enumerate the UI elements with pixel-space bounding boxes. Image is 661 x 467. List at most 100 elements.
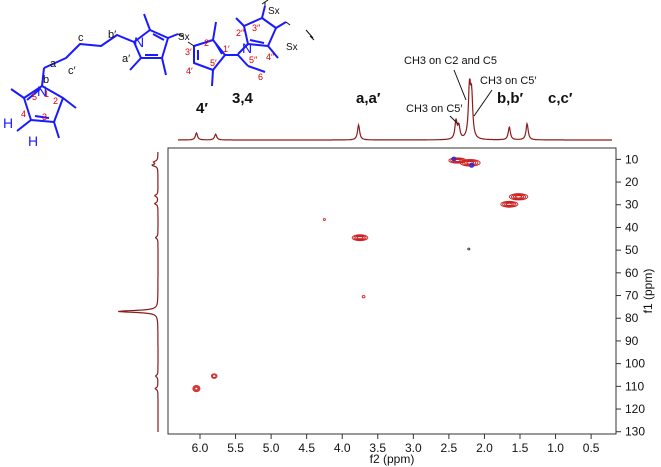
assignment-ch3-c5-prime-right: CH3 on C5′ — [480, 75, 536, 87]
cross-peak-contour — [210, 373, 218, 379]
cross-peak-contour — [469, 163, 474, 168]
ring-number-5: 5 — [32, 92, 37, 102]
x-tick-label: 5.0 — [263, 441, 280, 455]
structure-atom-h3: H — [28, 133, 38, 149]
cross-peak-contour — [355, 235, 365, 240]
y-tick-label: 110 — [625, 379, 644, 393]
chemical-structure: N N N H H Sx Sx Sx a b c c′ b′ a′ 1 2 3 … — [3, 0, 315, 149]
y-axis: 10 20 30 40 50 60 70 80 90 100 110 120 130 — [616, 152, 645, 439]
cross-peak-contour — [505, 202, 513, 206]
ring-number-5-dprime: 5″ — [249, 55, 258, 65]
assignment-annotations: CH3 on C2 and C5 CH3 on C5′ CH3 on C5′ — [404, 55, 536, 125]
y-tick-label: 80 — [625, 311, 639, 325]
cross-peak-contour — [502, 201, 517, 208]
chain-label-c: c — [78, 32, 84, 44]
cross-peak-contour — [469, 162, 475, 168]
ring-number-1: 1 — [44, 89, 49, 99]
y-tick-label: 30 — [625, 198, 639, 212]
cross-peak-contour — [322, 218, 326, 221]
cross-peak-contour — [193, 385, 200, 392]
cross-peaks-layer — [192, 156, 529, 393]
y-tick-label: 70 — [625, 289, 639, 303]
peak-label-c-c-prime: c,c′ — [548, 90, 573, 107]
plot-frame — [167, 147, 617, 435]
x-tick-label: 5.5 — [227, 441, 244, 455]
x-tick-label: 3.0 — [405, 441, 422, 455]
y-tick-label: 60 — [625, 266, 639, 280]
peak-label-3-4: 3,4 — [232, 90, 254, 107]
chain-label-a-prime: a′ — [122, 53, 130, 65]
assignment-ch3-c5-prime-left: CH3 on C5′ — [406, 103, 462, 115]
cross-peak-contour — [514, 195, 523, 199]
y-tick-label: 20 — [625, 175, 639, 189]
x-axis-title: f2 (ppm) — [370, 452, 415, 466]
structure-atom-n3: N — [242, 40, 252, 56]
structure-sx-1: Sx — [178, 32, 190, 43]
structure-atom-n1: N — [37, 83, 47, 99]
y-tick-label: 40 — [625, 220, 639, 234]
assignment-ch3-c2-c5: CH3 on C2 and C5 — [404, 55, 497, 67]
chain-label-b-prime: b′ — [108, 29, 116, 41]
chain-label-c-prime: c′ — [68, 65, 76, 77]
cross-peak-contour — [192, 384, 201, 393]
cross-peak-contour — [500, 200, 519, 208]
x-tick-label: 2.0 — [476, 441, 493, 455]
ring-number-2-prime: 2′ — [204, 38, 211, 48]
cross-peak-contour — [353, 234, 367, 241]
x-tick-label: 4.5 — [298, 441, 315, 455]
peak-label-b-b-prime: b,b′ — [497, 90, 523, 107]
x-tick-label: 6.0 — [192, 441, 209, 455]
y-tick-label: 130 — [625, 425, 645, 439]
plot-area — [167, 147, 617, 435]
y-tick-label: 90 — [625, 334, 639, 348]
cross-peak-contour — [510, 193, 527, 200]
ring-number-4: 4 — [21, 109, 26, 119]
y-tick-label: 10 — [625, 152, 639, 166]
cross-peak-contour — [467, 247, 471, 251]
peak-labels: 4′ 3,4 a,a′ b,b′ c,c′ — [196, 90, 573, 117]
cross-peak-contour — [361, 295, 366, 299]
peak-label-4-prime: 4′ — [196, 100, 208, 117]
chain-label-b: b — [43, 74, 49, 86]
ring-number-3-dprime: 3″ — [252, 23, 261, 33]
ring-number-1-prime: 1′ — [223, 44, 230, 54]
cross-peak-contour — [451, 156, 457, 162]
cross-peak-contour — [452, 157, 456, 161]
cross-peak-contour — [504, 202, 515, 207]
y-axis-title: f1 (ppm) — [641, 269, 655, 314]
y-tick-label: 120 — [625, 402, 645, 416]
peak-label-a-a-prime: a,a′ — [356, 90, 381, 107]
carbon-spectrum-1d — [118, 152, 159, 432]
ring-number-5-prime: 5′ — [210, 58, 217, 68]
chain-subscript: 6 — [258, 72, 263, 82]
chain-label-a: a — [50, 58, 57, 70]
x-tick-label: 2.5 — [441, 441, 458, 455]
x-tick-label: 0.5 — [583, 441, 600, 455]
cross-peak-contour — [512, 194, 525, 200]
cross-peak-contour — [194, 386, 199, 391]
x-tick-label: 3.5 — [369, 441, 386, 455]
y-tick-label: 100 — [625, 357, 645, 371]
structure-atom-h4: H — [3, 115, 13, 131]
ring-number-3: 3 — [42, 112, 47, 122]
proton-spectrum-1d — [178, 78, 612, 141]
proton-spectrum-trace — [178, 78, 612, 141]
ring-number-3-prime: 3′ — [185, 47, 192, 57]
structure-sx-2: Sx — [268, 6, 280, 17]
ring-number-2-dprime: 2″ — [236, 28, 245, 38]
cross-peak-contour — [508, 193, 529, 201]
x-axis: 6.0 5.5 5.0 4.5 4.0 3.5 3.0 2.5 2.0 1.5 1.0 0.5 — [192, 434, 600, 455]
ring-number-4-dprime: 4″ — [266, 52, 275, 62]
structure-sx-3: Sx — [286, 42, 298, 53]
ring-number-2: 2 — [53, 96, 58, 106]
x-tick-label: 1.5 — [512, 441, 529, 455]
structure-atom-n2: N — [134, 34, 144, 50]
y-tick-label: 50 — [625, 243, 639, 257]
cross-peak-contour — [351, 234, 369, 242]
x-tick-label: 1.0 — [547, 441, 564, 455]
carbon-spectrum-trace — [118, 152, 159, 432]
ring-number-4-prime: 4′ — [186, 66, 193, 76]
cross-peak-contour — [356, 236, 364, 240]
cross-peak-contour — [211, 374, 217, 378]
